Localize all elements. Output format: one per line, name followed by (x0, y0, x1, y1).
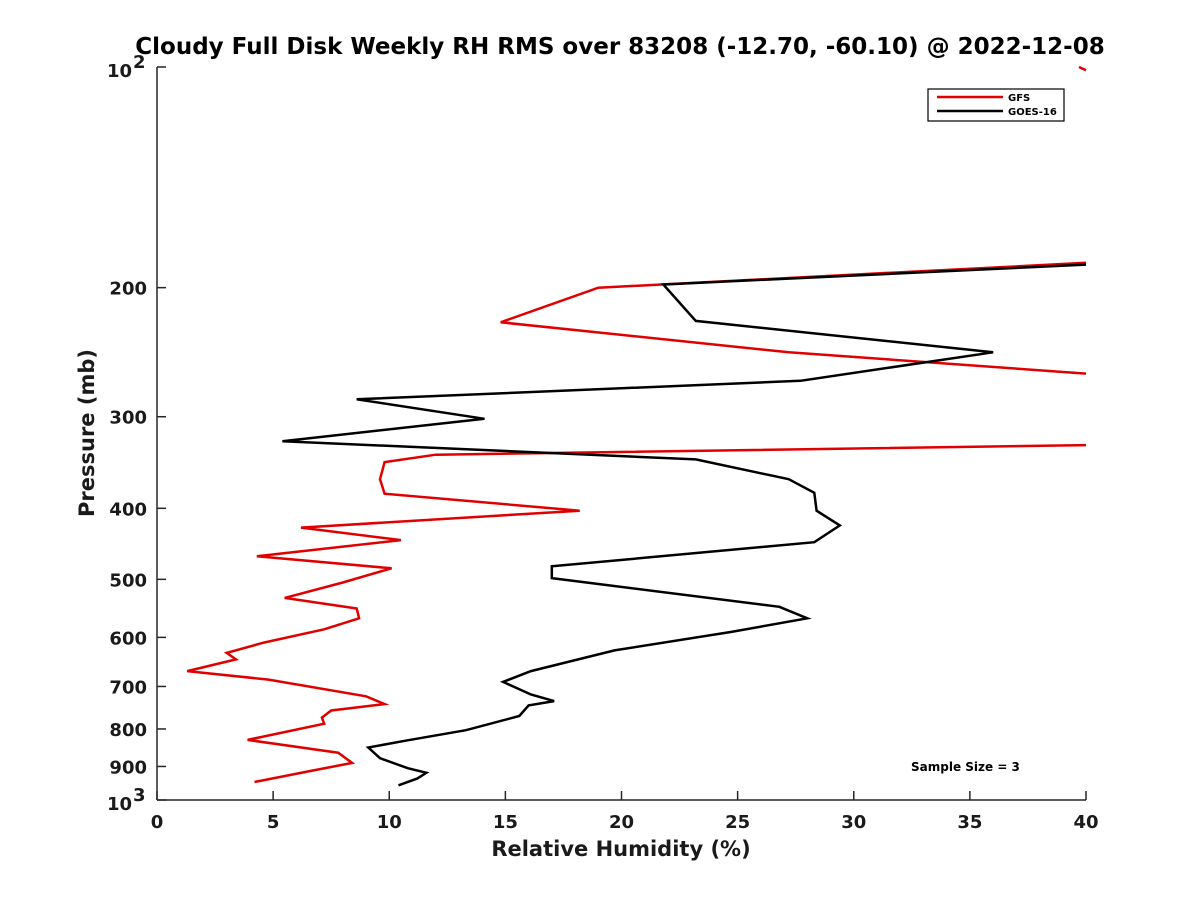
x-tick-label-35: 35 (957, 812, 982, 833)
legend: GFS GOES-16 (927, 88, 1065, 122)
sample-size-annotation: Sample Size = 3 (911, 760, 1020, 774)
x-tick-label-25: 25 (725, 812, 750, 833)
y-tick-label-exponent-bottom: 3 (133, 785, 146, 806)
y-axis-label: Pressure (mb) (75, 349, 99, 517)
x-tick-label-0: 0 (151, 812, 164, 833)
y-tick-label-400: 400 (109, 499, 147, 520)
y-tick-label-300: 300 (109, 408, 147, 429)
y-tick-label-200: 200 (109, 279, 147, 300)
legend-label-goes-16: GOES-16 (1008, 107, 1057, 118)
chart-title: Cloudy Full Disk Weekly RH RMS over 8320… (135, 34, 1104, 60)
y-tick-label-800: 800 (109, 720, 147, 741)
y-tick-label-600: 600 (109, 628, 147, 649)
x-tick-label-10: 10 (377, 812, 402, 833)
y-tick-label-limit-bottom: 10 (107, 794, 132, 815)
x-tick-label-20: 20 (609, 812, 634, 833)
y-tick-label-limit-top: 10 (107, 61, 132, 82)
x-tick-label-5: 5 (267, 812, 280, 833)
series-line-gfs (186, 65, 1087, 784)
y-tick-label-exponent-top: 2 (133, 52, 146, 73)
x-tick-label-15: 15 (493, 812, 518, 833)
y-tick-label-700: 700 (109, 677, 147, 698)
legend-box (927, 88, 1065, 122)
x-axis-label: Relative Humidity (%) (491, 837, 750, 861)
legend-label-gfs: GFS (1008, 93, 1030, 104)
x-tick-label-40: 40 (1073, 812, 1098, 833)
y-tick-label-500: 500 (109, 570, 147, 591)
series-line-goes-16 (282, 263, 1087, 787)
x-tick-label-30: 30 (841, 812, 866, 833)
plot-area: 0 5 10 15 20 25 30 35 40 200 300 400 500 600 700 800 900… (107, 52, 1099, 833)
y-tick-label-900: 900 (109, 757, 147, 778)
